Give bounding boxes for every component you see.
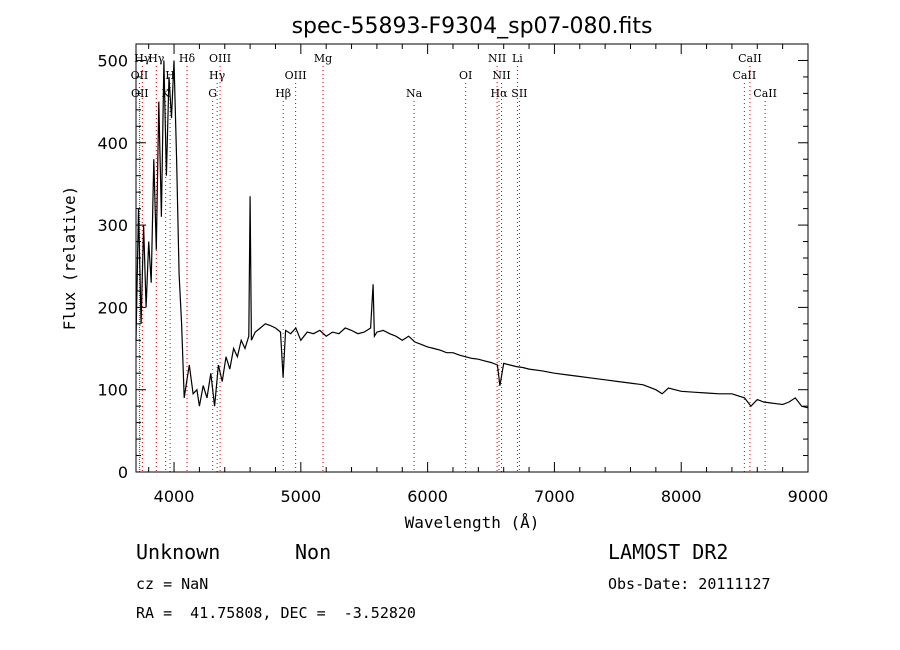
y-tick-label-0: 0 — [118, 463, 128, 482]
line-label-8: Hγ — [209, 69, 226, 82]
line-label-19: SII — [511, 87, 527, 100]
line-label-14: OI — [459, 69, 472, 82]
line-label-7: OIII — [209, 52, 231, 65]
y-tick-label-1: 100 — [97, 381, 128, 400]
object-class: Unknown — [136, 540, 221, 564]
line-label-20: CaII — [738, 52, 762, 65]
x-tick-label-5: 9000 — [788, 487, 829, 506]
line-label-21: CaII — [733, 69, 757, 82]
x-axis-label: Wavelength (Å) — [405, 513, 540, 532]
redshift-cz: cz = NaN — [136, 575, 209, 593]
line-label-3: Hγ — [148, 52, 165, 65]
chart-title: spec-55893-F9304_sp07-080.fits — [292, 14, 653, 39]
line-label-17: Hα — [490, 87, 508, 100]
x-tick-label-3: 7000 — [534, 487, 575, 506]
y-axis-label: Flux (relative) — [60, 186, 79, 331]
x-tick-label-2: 6000 — [407, 487, 448, 506]
line-label-12: Mg — [314, 52, 332, 65]
line-label-5: K — [162, 87, 171, 100]
line-label-13: Na — [406, 87, 423, 100]
line-label-16: NII — [492, 69, 510, 82]
line-label-2: Hγ — [134, 52, 151, 65]
object-subclass: Non — [295, 540, 332, 564]
x-tick-label-4: 8000 — [661, 487, 702, 506]
spectral-line-markers — [138, 66, 766, 472]
spectrum-line — [135, 60, 809, 409]
y-tick-label-3: 300 — [97, 216, 128, 235]
x-axis-ticks: 4000 5000 6000 7000 8000 9000 — [148, 44, 829, 506]
line-label-18: Li — [512, 52, 523, 65]
observation-date: Obs-Date: 20111127 — [608, 575, 771, 593]
y-tick-label-5: 500 — [97, 51, 128, 70]
x-tick-label-1: 5000 — [280, 487, 321, 506]
line-label-10: Hβ — [275, 87, 291, 100]
y-tick-label-4: 400 — [97, 134, 128, 153]
ra-dec-coordinates: RA = 41.75808, DEC = -3.52820 — [136, 604, 416, 622]
line-label-0: OII — [131, 69, 149, 82]
y-axis-ticks: 0 100 200 300 400 500 — [97, 51, 808, 482]
line-label-22: CaII — [753, 87, 777, 100]
y-tick-label-2: 200 — [97, 298, 128, 317]
x-tick-label-0: 4000 — [154, 487, 195, 506]
line-label-15: NII — [488, 52, 506, 65]
survey-name: LAMOST DR2 — [608, 540, 729, 564]
line-label-11: OIII — [285, 69, 307, 82]
spectrum-chart: spec-55893-F9304_sp07-080.fits OIIOIIHγH… — [60, 14, 829, 532]
line-label-9: G — [208, 87, 217, 100]
line-label-4: H — [165, 69, 175, 82]
plot-frame — [135, 43, 809, 473]
line-label-6: Hδ — [179, 52, 196, 65]
